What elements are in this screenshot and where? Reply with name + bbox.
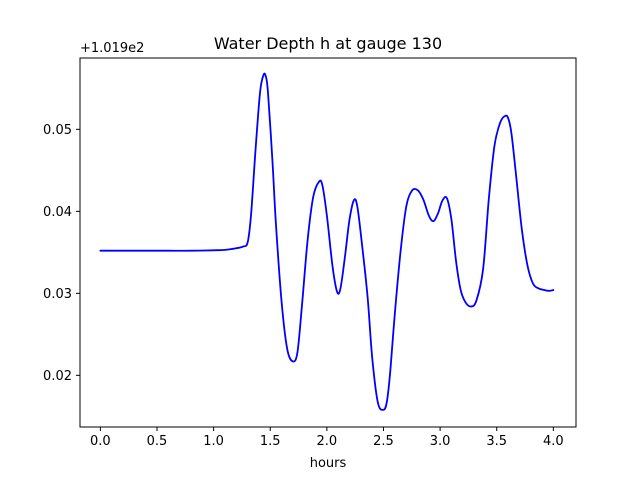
y-axis-ticks: 0.02 0.03 0.04 0.05: [43, 123, 80, 384]
x-tick-label: 4.0: [543, 434, 564, 449]
x-axis-label: hours: [310, 456, 347, 471]
x-tick-label: 2.5: [373, 434, 394, 449]
x-tick-label: 1.0: [203, 434, 224, 449]
x-tick-label: 3.0: [430, 434, 451, 449]
series-line-water-depth: [99, 72, 555, 411]
x-axis-ticks: 0.0 0.5 1.0 1.5 2.0 2.5 3.0 3.5 4.0: [90, 427, 564, 449]
y-axis-offset-label: +1.019e2: [80, 41, 144, 56]
plot-frame: [79, 57, 577, 428]
chart-title: Water Depth h at gauge 130: [214, 34, 442, 53]
y-tick-label: 0.05: [43, 123, 72, 138]
x-tick-label: 3.5: [486, 434, 507, 449]
x-tick-label: 0.5: [147, 434, 168, 449]
series-layer: [99, 72, 555, 411]
x-tick-label: 2.0: [317, 434, 338, 449]
x-tick-label: 0.0: [90, 434, 111, 449]
plot-area: [80, 58, 576, 427]
x-tick-label: 1.5: [260, 434, 281, 449]
y-tick-label: 0.02: [43, 369, 72, 384]
y-tick-label: 0.03: [43, 287, 72, 302]
y-tick-label: 0.04: [43, 205, 72, 220]
